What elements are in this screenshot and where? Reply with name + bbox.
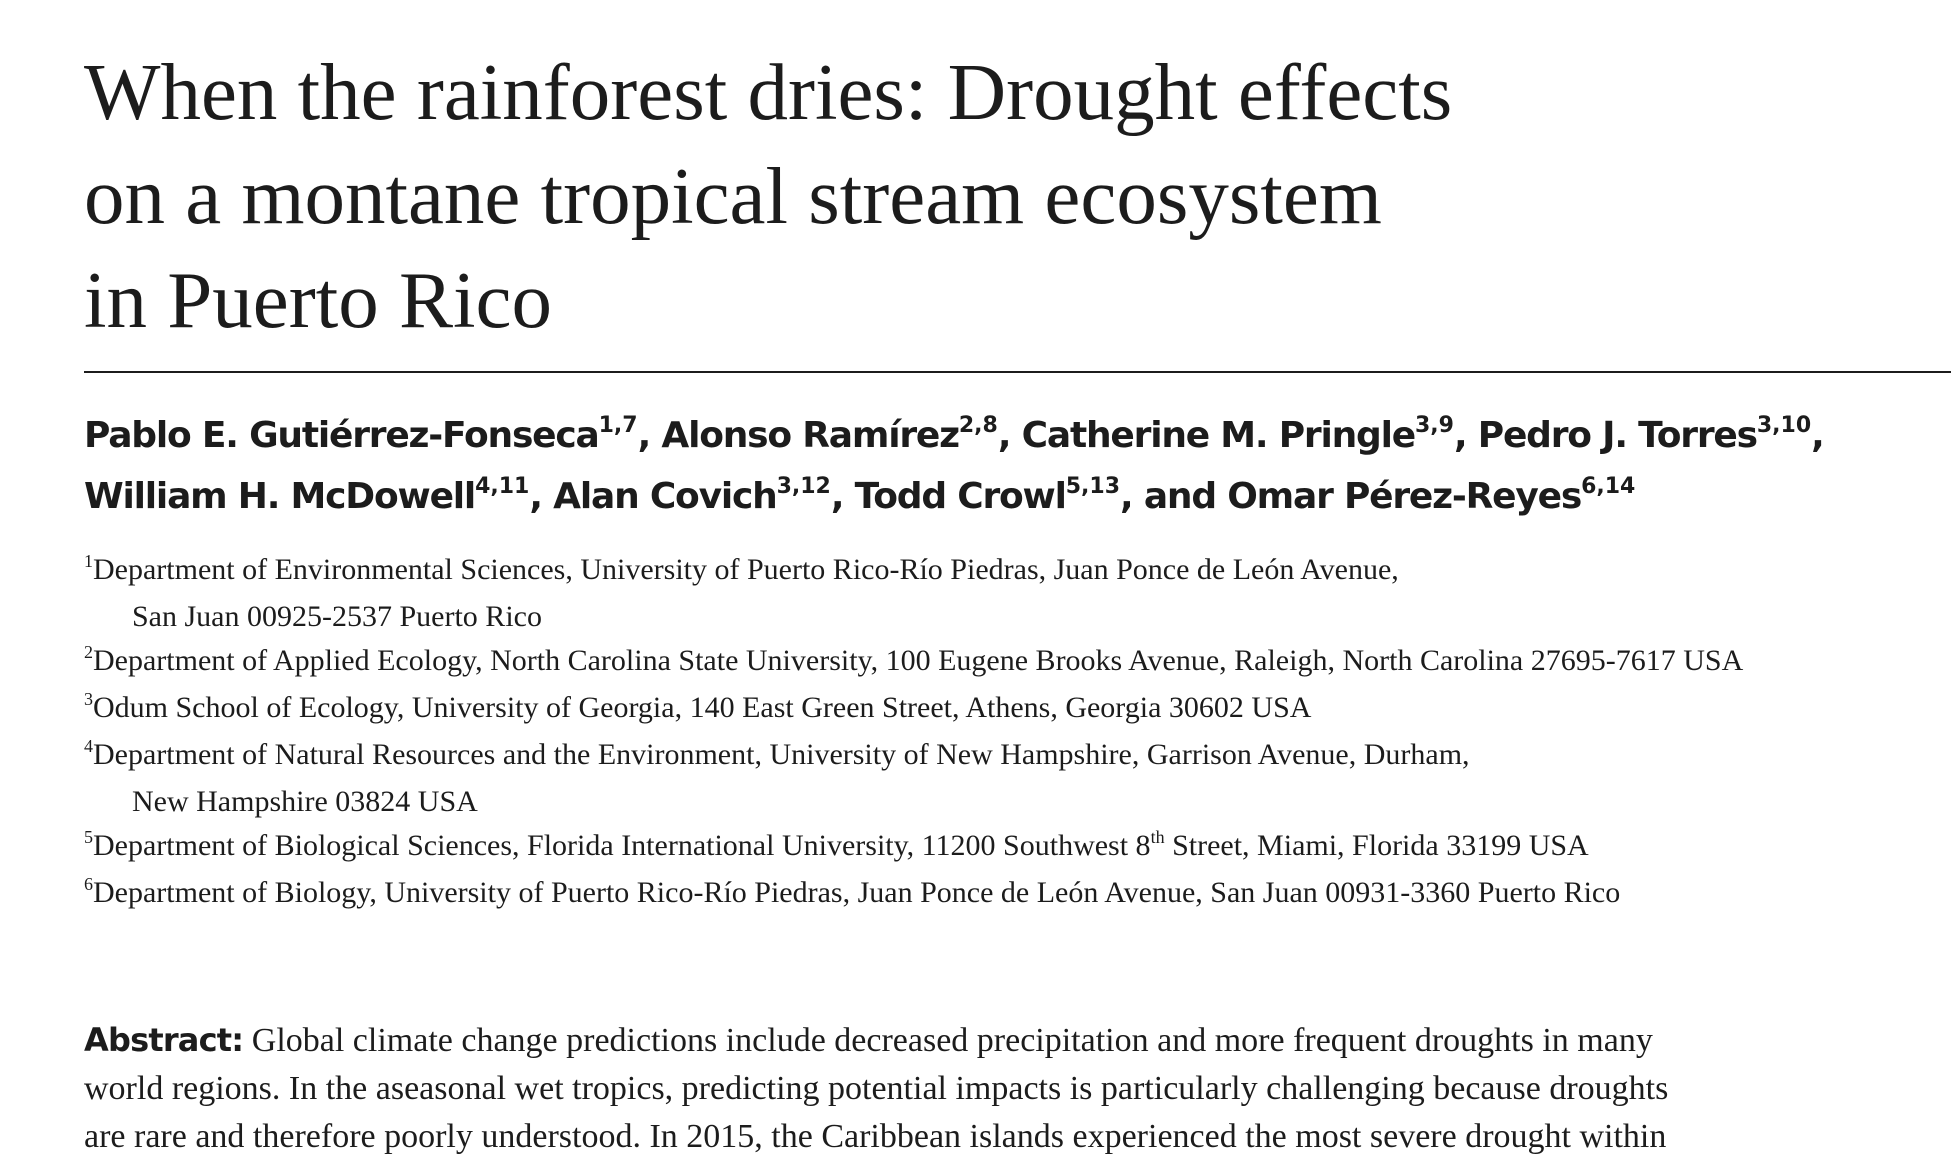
author-name: Pablo E. Gutiérrez-Fonseca bbox=[84, 415, 600, 456]
author-separator: , bbox=[830, 476, 855, 517]
abstract-text: Global climate change predictions includ… bbox=[243, 1022, 1653, 1059]
author-separator: , bbox=[1120, 476, 1144, 517]
affiliation-text-end: Street, Miami, Florida 33199 USA bbox=[1164, 829, 1589, 862]
abstract-line-1: Abstract: Global climate change predicti… bbox=[84, 1016, 1860, 1065]
author-affiliation-marker: 3,9 bbox=[1414, 413, 1454, 438]
author-affiliation-marker: 4,11 bbox=[475, 474, 530, 499]
affiliation-text: Odum School of Ecology, University of Ge… bbox=[93, 691, 1312, 724]
author-affiliation-marker: 3,12 bbox=[776, 474, 831, 499]
affiliation-text: Department of Environmental Sciences, Un… bbox=[93, 553, 1399, 586]
title-line-1: When the rainforest dries: Drought effec… bbox=[84, 47, 1453, 137]
affiliation-item: 5Department of Biological Sciences, Flor… bbox=[84, 824, 1944, 871]
ordinal-suffix: th bbox=[1150, 827, 1165, 847]
author-affiliation-marker: 6,14 bbox=[1581, 474, 1636, 499]
affiliation-text: Department of Biological Sciences, Flori… bbox=[93, 829, 1151, 862]
affiliation-text: Department of Biology, University of Pue… bbox=[93, 876, 1621, 909]
affiliation-text: Department of Applied Ecology, North Car… bbox=[93, 644, 1744, 677]
author-name: William H. McDowell bbox=[84, 476, 476, 517]
author-name: and Omar Pérez-Reyes bbox=[1143, 476, 1582, 517]
author-affiliation-marker: 2,8 bbox=[958, 413, 998, 438]
author-affiliation-marker: 5,13 bbox=[1065, 474, 1121, 499]
author-list: Pablo E. Gutiérrez-Fonseca1,7, Alonso Ra… bbox=[84, 408, 1944, 530]
abstract: Abstract: Global climate change predicti… bbox=[84, 1016, 1860, 1161]
author-separator: , bbox=[637, 415, 662, 456]
author-separator: , bbox=[997, 415, 1022, 456]
affiliation-item: 6Department of Biology, University of Pu… bbox=[84, 871, 1944, 918]
affiliation-item: 1Department of Environmental Sciences, U… bbox=[84, 548, 1944, 639]
affiliation-text: Department of Natural Resources and the … bbox=[93, 738, 1470, 771]
author-line-2: William H. McDowell4,11, Alan Covich3,12… bbox=[84, 469, 1944, 530]
author-name: Alan Covich bbox=[553, 476, 778, 517]
author-line-1: Pablo E. Gutiérrez-Fonseca1,7, Alonso Ra… bbox=[84, 408, 1944, 469]
abstract-line-3: are rare and therefore poorly understood… bbox=[84, 1118, 1667, 1155]
author-name: Pedro J. Torres bbox=[1477, 415, 1758, 456]
affiliation-number: 5 bbox=[84, 827, 93, 847]
abstract-line-2: world regions. In the aseasonal wet trop… bbox=[84, 1070, 1669, 1107]
author-affiliation-marker: 1,7 bbox=[598, 413, 638, 438]
author-affiliation-marker: 3,10 bbox=[1756, 413, 1812, 438]
author-separator: , bbox=[1811, 415, 1825, 456]
affiliation-number: 6 bbox=[84, 874, 93, 894]
affiliation-number: 2 bbox=[84, 642, 93, 662]
affiliation-number: 3 bbox=[84, 689, 93, 709]
affiliation-item: 2Department of Applied Ecology, North Ca… bbox=[84, 639, 1944, 686]
affiliation-continuation: San Juan 00925-2537 Puerto Rico bbox=[132, 600, 542, 633]
abstract-label: Abstract: bbox=[84, 1021, 244, 1059]
affiliation-item: 4Department of Natural Resources and the… bbox=[84, 733, 1944, 824]
title-line-3: in Puerto Rico bbox=[84, 255, 552, 345]
affiliation-continuation: New Hampshire 03824 USA bbox=[132, 785, 478, 818]
affiliation-list: 1Department of Environmental Sciences, U… bbox=[84, 548, 1944, 918]
affiliation-number: 4 bbox=[84, 736, 93, 756]
paper-title: When the rainforest dries: Drought effec… bbox=[84, 40, 1784, 352]
title-divider bbox=[84, 371, 1951, 373]
author-name: Catherine M. Pringle bbox=[1021, 415, 1417, 456]
author-separator: , bbox=[529, 476, 554, 517]
title-line-2: on a montane tropical stream ecosystem bbox=[84, 151, 1382, 241]
author-separator: , bbox=[1453, 415, 1478, 456]
affiliation-number: 1 bbox=[84, 551, 93, 571]
affiliation-item: 3Odum School of Ecology, University of G… bbox=[84, 686, 1944, 733]
author-name: Alonso Ramírez bbox=[661, 415, 960, 456]
author-name: Todd Crowl bbox=[854, 476, 1067, 517]
